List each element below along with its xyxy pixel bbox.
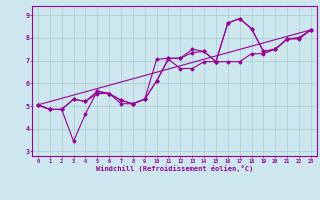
X-axis label: Windchill (Refroidissement éolien,°C): Windchill (Refroidissement éolien,°C) [96,165,253,172]
